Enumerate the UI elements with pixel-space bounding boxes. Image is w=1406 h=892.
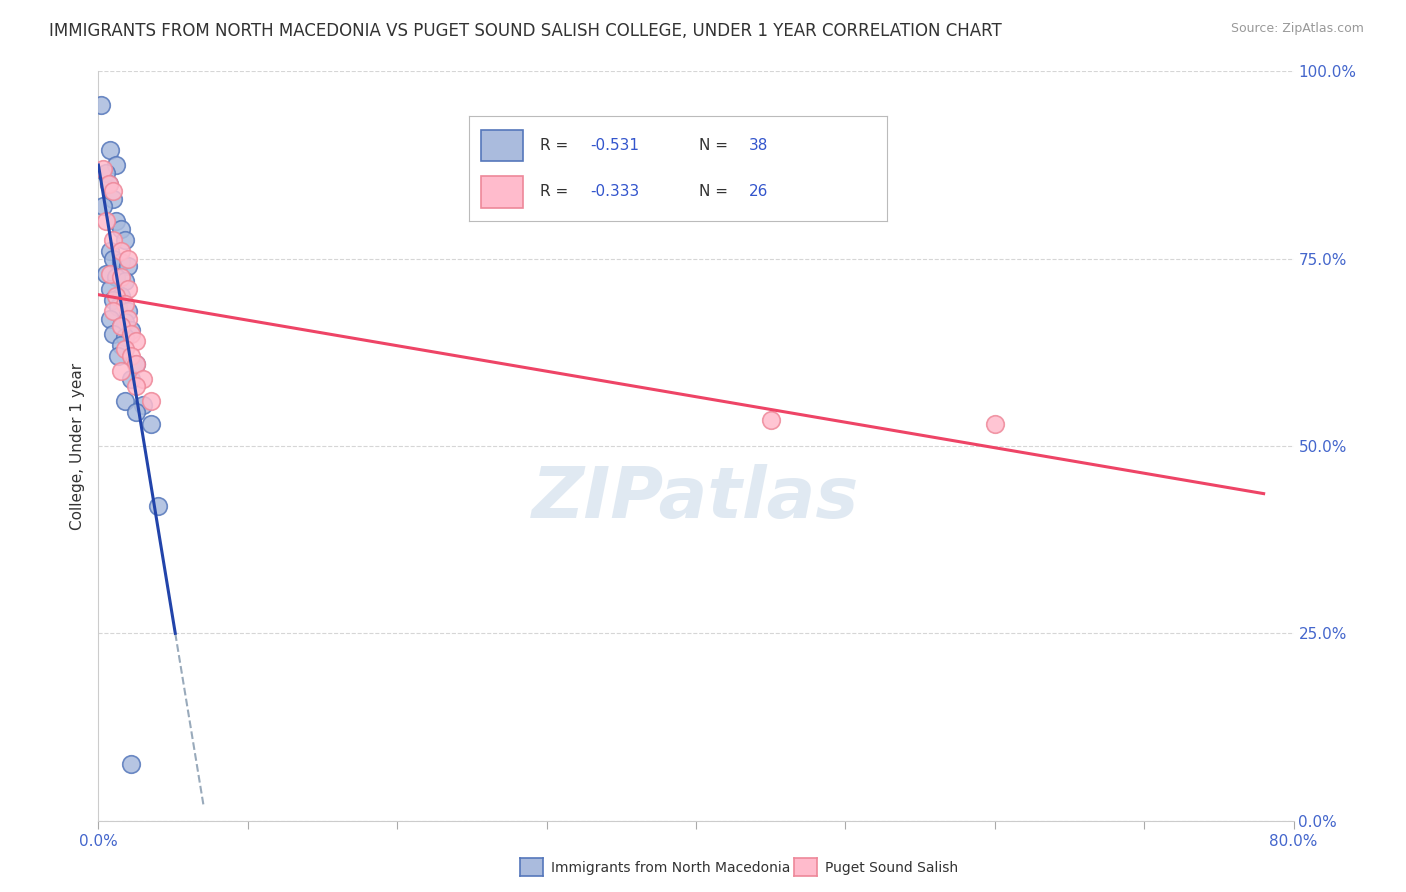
Point [110, 364, 132, 378]
Point [125, 357, 148, 371]
Point [125, 405, 148, 419]
Point [120, 323, 142, 337]
Point [110, 319, 132, 334]
Point [98, 267, 122, 281]
Point [103, 192, 125, 206]
Point [120, 371, 142, 385]
Point [110, 319, 132, 334]
Point [105, 214, 128, 228]
Point [125, 334, 148, 348]
Point [110, 244, 132, 259]
Point [114, 274, 136, 288]
Point [117, 282, 139, 296]
Point [107, 301, 129, 315]
Point [97, 177, 120, 191]
Point [97, 177, 120, 191]
Point [114, 330, 136, 344]
Point [110, 270, 132, 285]
Point [139, 394, 162, 409]
Point [139, 417, 162, 431]
Text: Immigrants from North Macedonia: Immigrants from North Macedonia [551, 861, 790, 875]
Point [91, 199, 114, 213]
Text: Source: ZipAtlas.com: Source: ZipAtlas.com [1230, 22, 1364, 36]
Point [110, 255, 132, 269]
Point [103, 293, 125, 307]
Point [98, 282, 122, 296]
Point [90, 98, 112, 112]
Point [110, 338, 132, 352]
Point [117, 311, 139, 326]
Point [103, 233, 125, 247]
Point [148, 499, 170, 513]
Point [132, 398, 155, 412]
Point [114, 342, 136, 356]
Point [120, 757, 142, 772]
Point [114, 394, 136, 409]
Y-axis label: College, Under 1 year: College, Under 1 year [69, 362, 84, 530]
Point [103, 304, 125, 318]
Point [117, 259, 139, 273]
Text: Puget Sound Salish: Puget Sound Salish [825, 861, 959, 875]
Point [114, 233, 136, 247]
Point [103, 252, 125, 266]
Point [110, 289, 132, 303]
Point [114, 315, 136, 329]
Point [114, 296, 136, 310]
Point [103, 184, 125, 198]
Point [98, 311, 122, 326]
Point [117, 304, 139, 318]
Point [120, 349, 142, 363]
Point [105, 289, 128, 303]
Text: ZIPatlas: ZIPatlas [533, 464, 859, 533]
Point [120, 326, 142, 341]
Point [107, 349, 129, 363]
Point [125, 357, 148, 371]
Point [91, 161, 114, 176]
Point [132, 371, 155, 385]
Text: IMMIGRANTS FROM NORTH MACEDONIA VS PUGET SOUND SALISH COLLEGE, UNDER 1 YEAR CORR: IMMIGRANTS FROM NORTH MACEDONIA VS PUGET… [49, 22, 1002, 40]
Point [105, 158, 128, 172]
Point [117, 252, 139, 266]
Point [984, 417, 1007, 431]
Point [98, 143, 122, 157]
Point [125, 379, 148, 393]
Point [110, 221, 132, 235]
Point [105, 270, 128, 285]
Point [103, 326, 125, 341]
Point [94, 267, 117, 281]
Point [759, 413, 782, 427]
Point [94, 214, 117, 228]
Point [94, 165, 117, 179]
Point [98, 244, 122, 259]
